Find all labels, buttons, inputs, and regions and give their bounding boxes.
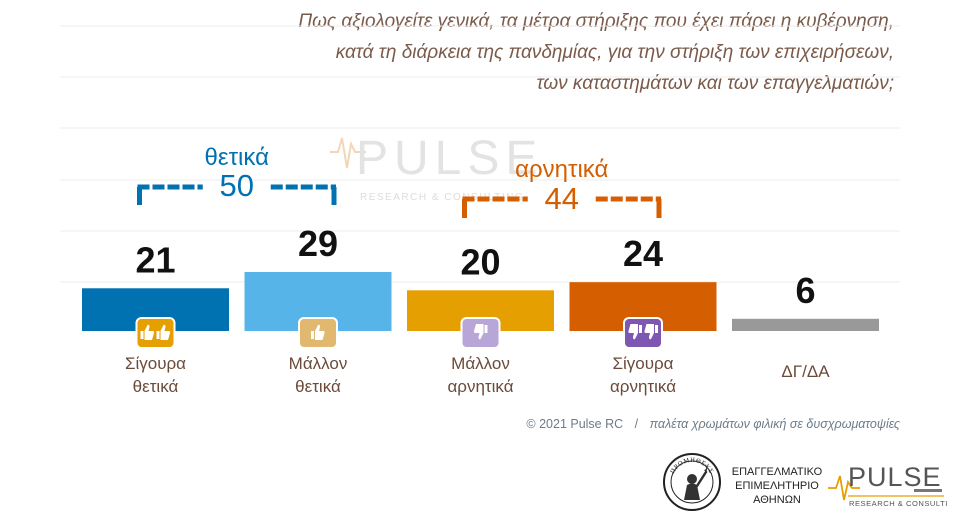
chamber-name-line: ΑΘΗΝΩΝ [753,494,801,506]
watermark-brand: PULSE [356,132,543,185]
pulse-logo-tagline: RESEARCH & CONSULTING [849,499,948,508]
thumbs-up-icon [311,324,325,340]
chamber-name: ΕΠΑΓΓΕΛΜΑΤΙΚΟ ΕΠΙΜΕΛΗΤΗΡΙΟ ΑΘΗΝΩΝ [722,465,832,507]
credits-line: © 2021 Pulse RC / παλέτα χρωμάτων φιλική… [526,417,900,431]
group-total: 44 [545,181,579,216]
palette-note: παλέτα χρωμάτων φιλική σε δυσχρωματοψίες [649,417,900,431]
group-label: αρνητικά [515,156,608,183]
pulse-logo-brand: PULSE [848,462,942,492]
category-label: αρνητικά [610,377,676,396]
pulse-logo: PULSE RESEARCH & CONSULTING [828,462,948,508]
double-thumbs-down-icon [628,324,642,340]
chamber-seal-logo: ΠΡΟΜΗΘΕΥΣ [663,453,721,511]
value-label: 29 [298,223,338,264]
category-label: αρνητικά [447,377,513,396]
category-label: Σίγουρα [125,354,186,373]
chamber-name-line: ΕΠΑΓΓΕΛΜΑΤΙΚΟ [731,466,823,478]
category-label: Μάλλον [289,354,348,373]
category-label: θετικά [295,377,341,396]
group-label: θετικά [205,144,270,171]
value-label: 6 [795,270,815,311]
value-label: 21 [135,239,175,280]
question-line: Πως αξιολογείτε γενικά, τα μέτρα στήριξη… [298,11,894,32]
category-label: ΔΓ/ΔΑ [781,362,830,381]
category-label: Σίγουρα [612,354,673,373]
chamber-name-line: ΕΠΙΜΕΛΗΤΗΡΙΟ [735,480,819,492]
category-label: θετικά [133,377,179,396]
category-label: Μάλλον [451,354,510,373]
value-label: 20 [460,241,500,282]
question-line: των καταστημάτων και των επαγγελματιών; [536,73,894,94]
thumbs-down-icon [473,324,488,340]
credits-separator: / [634,417,639,431]
group-total: 50 [220,168,254,203]
double-thumbs-up-icon [140,324,155,340]
watermark-tagline: RESEARCH & CONSULTING [360,192,524,203]
copyright-text: © 2021 Pulse RC [526,417,624,431]
question-line: κατά τη διάρκεια της πανδημίας, για την … [335,42,894,63]
watermark-pulse-line [330,137,366,169]
double-thumbs-down-icon [644,324,658,340]
survey-question: Πως αξιολογείτε γενικά, τα μέτρα στήριξη… [194,6,894,99]
bar-5 [732,318,879,331]
double-thumbs-up-icon [156,324,171,340]
value-label: 24 [623,233,663,274]
